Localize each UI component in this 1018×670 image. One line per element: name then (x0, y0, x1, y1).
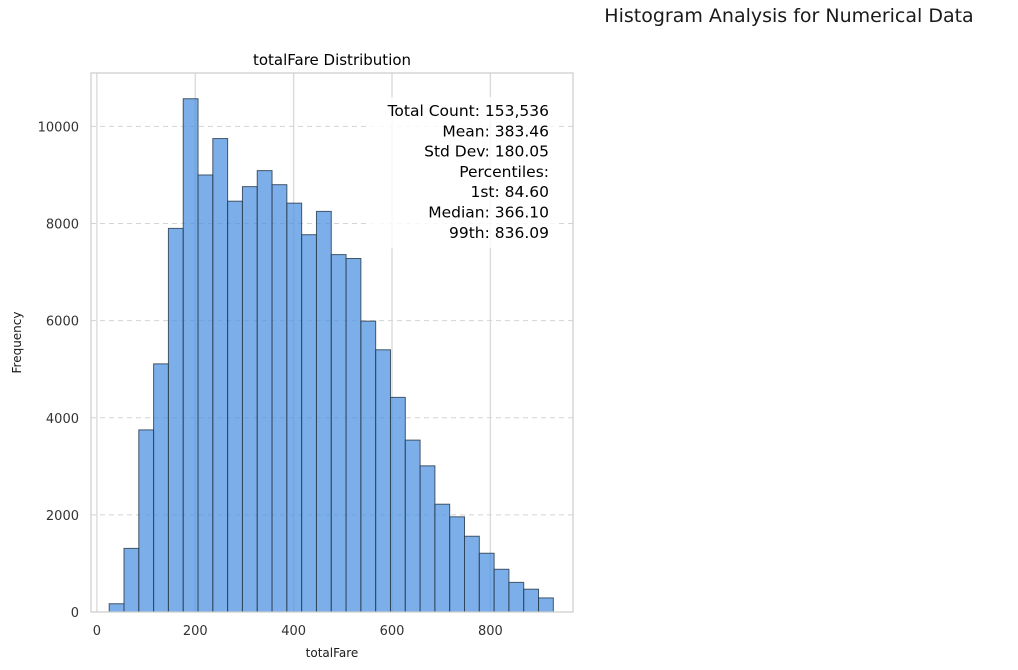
y-tick-label-1: 2000 (46, 509, 79, 524)
y-tick-label-2: 4000 (46, 412, 79, 427)
chart-title: totalFare Distribution (253, 51, 411, 69)
histogram-bar-24 (464, 535, 480, 613)
histogram-bar-10 (256, 170, 273, 613)
x-tick-labels: 0 200 400 600 800 (93, 624, 503, 639)
stats-line-2: Std Dev: 180.05 (424, 143, 549, 161)
y-tick-labels: 0 2000 4000 6000 8000 10000 (38, 120, 79, 621)
histogram-bar-18 (375, 349, 391, 613)
histogram-bar-14 (315, 210, 332, 613)
stats-line-4: 1st: 84.60 (470, 183, 549, 201)
x-tick-label-1: 200 (183, 624, 208, 639)
histogram-bar-15 (330, 254, 347, 613)
y-tick-label-3: 6000 (46, 315, 79, 330)
plot-frame (90, 72, 574, 613)
histogram-bars (108, 98, 554, 613)
stats-line-5: Median: 366.10 (428, 204, 549, 222)
x-tick-label-4: 800 (478, 624, 503, 639)
y-axis-label: Frequency (10, 312, 24, 374)
histogram-bar-2 (138, 429, 155, 613)
histogram-bar-0 (108, 603, 125, 613)
histogram-bar-4 (167, 227, 184, 613)
histogram-bar-16 (345, 257, 362, 613)
histogram-bar-21 (419, 465, 436, 613)
histogram-bar-8 (227, 200, 243, 613)
histogram-bar-26 (493, 568, 510, 613)
histogram-bar-25 (478, 552, 495, 613)
statistics-annotation: Total Count: 153,536 Mean: 383.46 Std Dev:… (368, 97, 556, 249)
y-tick-label-5: 10000 (38, 120, 79, 135)
histogram-bar-12 (286, 202, 303, 613)
stats-box-background (368, 97, 556, 249)
stats-line-1: Mean: 383.46 (442, 122, 549, 140)
histogram-bar-27 (508, 581, 525, 613)
stats-line-3: Percentiles: (459, 163, 549, 181)
stats-line-6: 99th: 836.09 (449, 224, 549, 242)
histogram-bar-7 (212, 138, 229, 613)
x-tick-label-3: 600 (380, 624, 405, 639)
histogram-bar-20 (404, 439, 421, 613)
histogram-bar-22 (434, 503, 451, 613)
histogram-bar-1 (123, 547, 140, 613)
histogram-bar-29 (538, 597, 554, 613)
x-axis-label: totalFare (306, 646, 359, 660)
histogram-bar-13 (301, 234, 317, 613)
x-tick-label-2: 400 (281, 624, 306, 639)
histogram-bar-9 (241, 186, 258, 613)
figure-suptitle: Histogram Analysis for Numerical Data (604, 5, 974, 27)
y-tick-label-4: 8000 (46, 218, 79, 233)
histogram-bar-5 (182, 98, 199, 613)
stats-line-0: Total Count: 153,536 (387, 102, 549, 120)
x-tick-label-0: 0 (93, 624, 101, 639)
histogram-bar-28 (523, 588, 540, 613)
histogram-bar-3 (153, 363, 169, 613)
histogram-bar-11 (271, 184, 288, 613)
histogram-bar-6 (197, 174, 214, 613)
histogram-bar-19 (389, 396, 406, 613)
histogram-bar-17 (360, 320, 377, 613)
y-tick-label-0: 0 (71, 606, 79, 621)
histogram-bar-23 (449, 516, 466, 613)
